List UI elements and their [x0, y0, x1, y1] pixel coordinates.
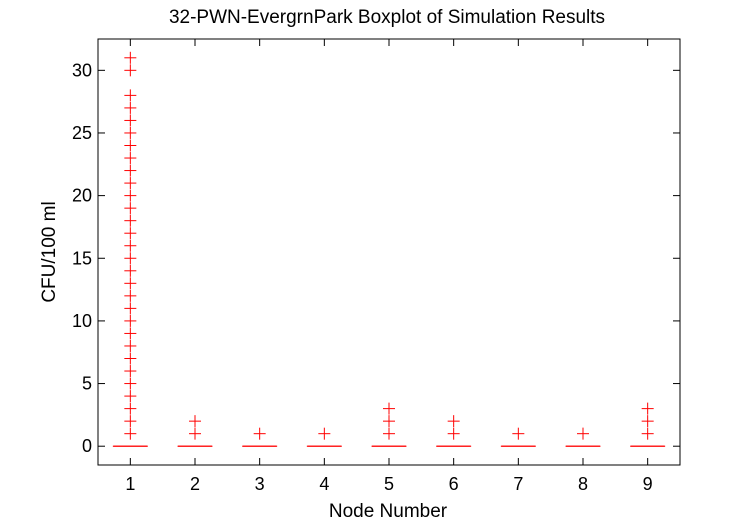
outlier-marker: [383, 415, 395, 428]
boxplot-marks: [112, 51, 666, 447]
plot-area-frame: [97, 38, 681, 466]
y-tick-label: 5: [82, 374, 92, 394]
outlier-marker: [124, 214, 137, 227]
box-node-1: [112, 51, 148, 447]
outlier-marker: [124, 339, 137, 352]
outlier-marker: [124, 177, 137, 190]
outlier-marker: [124, 51, 137, 64]
y-axis-label: CFU/100 ml: [39, 201, 60, 302]
x-tick-label: 1: [125, 474, 135, 494]
outlier-marker: [124, 327, 137, 340]
x-tick-label: 5: [384, 474, 394, 494]
y-tick-label: 0: [82, 436, 92, 456]
outlier-marker: [124, 264, 137, 277]
y-tick-label: 20: [72, 186, 92, 206]
x-tick-label: 8: [578, 474, 588, 494]
outlier-marker: [124, 277, 137, 290]
x-tick-label: 7: [513, 474, 523, 494]
x-tick-label: 4: [319, 474, 329, 494]
outlier-marker: [124, 427, 137, 440]
box-node-9: [630, 402, 666, 447]
outlier-marker: [124, 89, 137, 102]
outlier-marker: [124, 152, 137, 165]
y-tick-label: 30: [72, 60, 92, 80]
box-node-6: [436, 415, 472, 447]
box-node-3: [242, 427, 278, 447]
outlier-marker: [124, 126, 137, 139]
x-tick-label: 3: [255, 474, 265, 494]
outlier-marker: [383, 427, 395, 440]
outlier-marker: [124, 252, 137, 265]
outlier-marker: [383, 402, 395, 415]
outlier-marker: [124, 64, 137, 77]
outlier-marker: [124, 239, 137, 252]
box-node-4: [306, 427, 342, 447]
outlier-marker: [124, 415, 137, 428]
outlier-marker: [447, 427, 460, 440]
box-node-8: [565, 427, 601, 447]
outlier-marker: [124, 302, 137, 315]
outlier-marker: [124, 402, 137, 415]
outlier-marker: [641, 415, 654, 428]
outlier-marker: [512, 427, 525, 440]
outlier-marker: [124, 227, 137, 240]
outlier-marker: [318, 427, 331, 440]
outlier-marker: [124, 289, 137, 302]
outlier-marker: [124, 365, 137, 378]
outlier-marker: [641, 402, 654, 415]
box-node-5: [371, 402, 407, 447]
outlier-marker: [124, 390, 137, 403]
y-tick-label: 15: [72, 248, 92, 268]
y-tick-label: 25: [72, 123, 92, 143]
x-tick-label: 9: [643, 474, 653, 494]
outlier-marker: [124, 164, 137, 177]
outlier-marker: [124, 189, 137, 202]
outlier-marker: [124, 202, 137, 215]
outlier-marker: [124, 352, 137, 365]
outlier-marker: [189, 427, 201, 440]
outlier-marker: [124, 314, 137, 327]
outlier-marker: [641, 427, 654, 440]
box-node-2: [177, 415, 213, 447]
chart-title: 32-PWN-EvergrnPark Boxplot of Simulation…: [169, 7, 605, 28]
outlier-marker: [124, 377, 137, 390]
axis-ticks: 0 5 10 15 20 25 30 1 2 3 4 5 6 7 8 9: [72, 39, 680, 494]
outlier-marker: [124, 114, 137, 127]
outlier-marker: [253, 427, 266, 440]
x-axis-label: Node Number: [329, 501, 448, 522]
outlier-marker: [189, 415, 201, 428]
y-tick-label: 10: [72, 311, 92, 331]
outlier-marker: [577, 427, 589, 440]
outlier-marker: [447, 415, 460, 428]
x-tick-label: 2: [190, 474, 200, 494]
x-tick-label: 6: [449, 474, 459, 494]
outlier-marker: [124, 139, 137, 152]
box-node-7: [500, 427, 536, 447]
outlier-marker: [124, 101, 137, 114]
